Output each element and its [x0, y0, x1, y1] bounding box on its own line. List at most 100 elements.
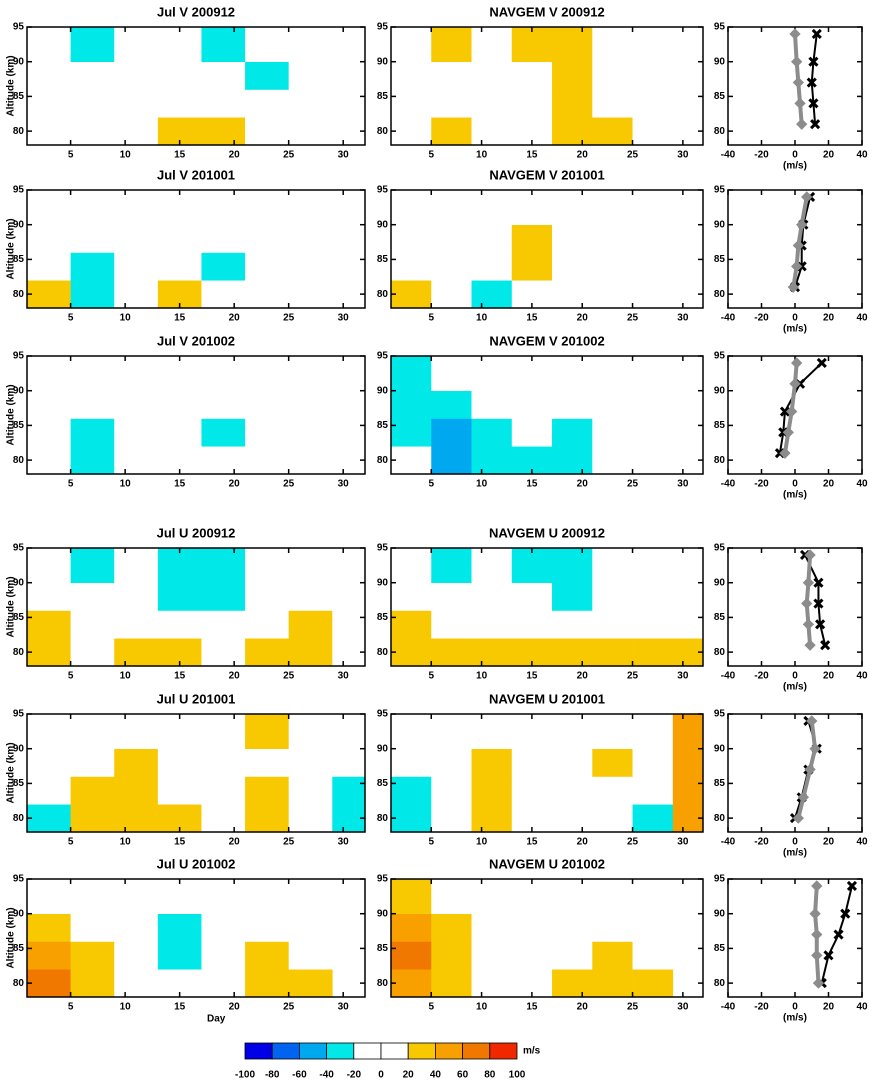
heat-cell [157, 418, 202, 447]
heat-cell [114, 776, 159, 805]
heat-cell [471, 224, 513, 253]
heat-cell [288, 638, 333, 667]
heat-cell [511, 941, 553, 970]
heat-cell [391, 913, 432, 942]
heat-cell [511, 714, 553, 750]
heat-cell [157, 582, 202, 611]
heat-cell [431, 61, 472, 90]
x-tick-label: 20 [577, 150, 589, 161]
colorbar-tick-label: -40 [319, 1070, 334, 1081]
profile-marker [811, 28, 822, 40]
heat-cell [632, 548, 674, 584]
heat-cell [431, 418, 472, 447]
x-tick-label: 10 [476, 1002, 488, 1013]
heat-cell [431, 356, 472, 392]
x-tick-label: 20 [229, 671, 241, 682]
y-tick-label: 85 [13, 91, 25, 102]
profile-marker [808, 56, 819, 67]
y-tick-label: 85 [377, 612, 389, 623]
heat-cell [201, 714, 246, 750]
y-tick-label: 90 [377, 219, 389, 230]
plot-frame [26, 355, 366, 475]
heat-cell [245, 280, 289, 309]
heat-cell [632, 969, 674, 998]
heat-cell [157, 879, 202, 915]
x-tick-label: 40 [856, 837, 868, 848]
x-tick-label: 0 [792, 671, 798, 682]
heat-cell [471, 776, 513, 805]
y-tick-label: 80 [13, 289, 25, 300]
y-tick-label: 80 [714, 455, 726, 466]
heat-cell [70, 941, 115, 970]
y-tick-label: 80 [377, 455, 389, 466]
heat-cell [245, 27, 289, 63]
heat-cell [471, 969, 513, 998]
heat-cell [245, 190, 289, 226]
y-tick-label: 95 [13, 351, 25, 362]
y-tick-label: 80 [714, 978, 726, 989]
heat-cell [391, 969, 432, 998]
heat-cell [157, 714, 202, 750]
heat-cell [391, 252, 432, 281]
x-tick-label: -20 [754, 479, 769, 490]
y-tick-label: 90 [13, 56, 25, 67]
heat-cell [552, 913, 593, 942]
heat-cell [27, 610, 71, 639]
y-tick-label: 90 [13, 908, 25, 919]
heat-cell [552, 879, 593, 915]
heat-cell [27, 117, 71, 146]
heat-cell [114, 280, 159, 309]
heat-cell [332, 280, 366, 309]
heat-cell [114, 252, 159, 281]
heat-cell [632, 610, 674, 639]
heat-cell [391, 776, 432, 805]
x-tick-label: 30 [338, 837, 350, 848]
heat-cell [391, 89, 432, 118]
heat-cell [632, 224, 674, 253]
y-tick-label: 85 [13, 778, 25, 789]
heat-cell [511, 582, 553, 611]
heat-cell [592, 190, 633, 226]
y-tick-label: 85 [377, 91, 389, 102]
heat-cell [27, 89, 71, 118]
heat-cell [552, 89, 593, 118]
y-tick-label: 85 [714, 778, 726, 789]
y-tick-label: 95 [13, 709, 25, 720]
heat-cell [332, 89, 366, 118]
heat-cell [27, 969, 71, 998]
heat-cell [391, 190, 432, 226]
heat-cell [552, 418, 593, 447]
y-axis-label: Altitude (km) [6, 218, 17, 279]
x-tick-label: 15 [526, 313, 538, 324]
y-tick-label: 85 [377, 254, 389, 265]
x-tick-label: 0 [792, 1002, 798, 1013]
x-tick-label: 5 [68, 150, 74, 161]
heat-cell [201, 446, 246, 475]
x-tick-label: -40 [721, 671, 736, 682]
x-tick-label: 30 [677, 479, 689, 490]
x-tick-label: 0 [792, 150, 798, 161]
heat-cell [471, 190, 513, 226]
heat-cell [114, 804, 159, 833]
x-tick-label: 25 [627, 837, 639, 848]
heat-cell [592, 89, 633, 118]
panel-title: Jul V 200912 [157, 4, 235, 19]
heat-cell [245, 879, 289, 915]
x-axis-label: (m/s) [783, 848, 807, 859]
heat-cell [70, 969, 115, 998]
heat-cell [157, 776, 202, 805]
heat-cell [288, 280, 333, 309]
x-tick-label: 0 [792, 837, 798, 848]
heat-cell [288, 548, 333, 584]
heat-cell [245, 776, 289, 805]
x-tick-label: 30 [677, 150, 689, 161]
y-tick-label: 90 [377, 56, 389, 67]
profile-marker [811, 949, 823, 962]
y-axis-label: Altitude (km) [6, 55, 17, 116]
heat-cell [632, 390, 674, 419]
heat-cell [70, 252, 115, 281]
y-tick-label: 80 [377, 978, 389, 989]
heat-cell [552, 252, 593, 281]
heat-cell [391, 224, 432, 253]
heat-cell [27, 446, 71, 475]
